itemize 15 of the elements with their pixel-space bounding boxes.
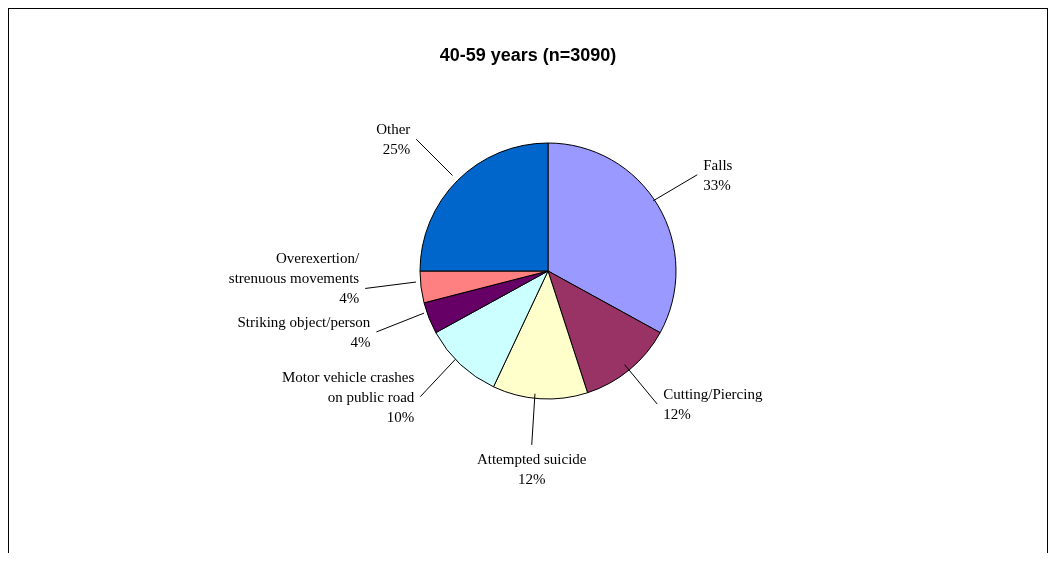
chart-title: 40-59 years (n=3090) (438, 45, 618, 66)
slice-label: Motor vehicle crashes on public road (281, 368, 415, 405)
slice-label: Falls (703, 156, 733, 173)
data-label: 10% (386, 408, 415, 425)
data-label: 12% (518, 470, 546, 487)
data-label: 12% (663, 406, 691, 423)
data-label: 33% (703, 176, 731, 193)
slice-label: Overexertion/ strenuous movements (228, 249, 361, 286)
data-label: 4% (350, 333, 371, 350)
slice-label: Cutting/Piercing (663, 386, 763, 403)
slice-label: Attempted suicide (476, 450, 587, 467)
data-label: 25% (382, 141, 411, 158)
slice-label: Striking object/person (237, 313, 371, 330)
slice-label: Other (376, 121, 411, 138)
data-label: 4% (339, 289, 360, 306)
